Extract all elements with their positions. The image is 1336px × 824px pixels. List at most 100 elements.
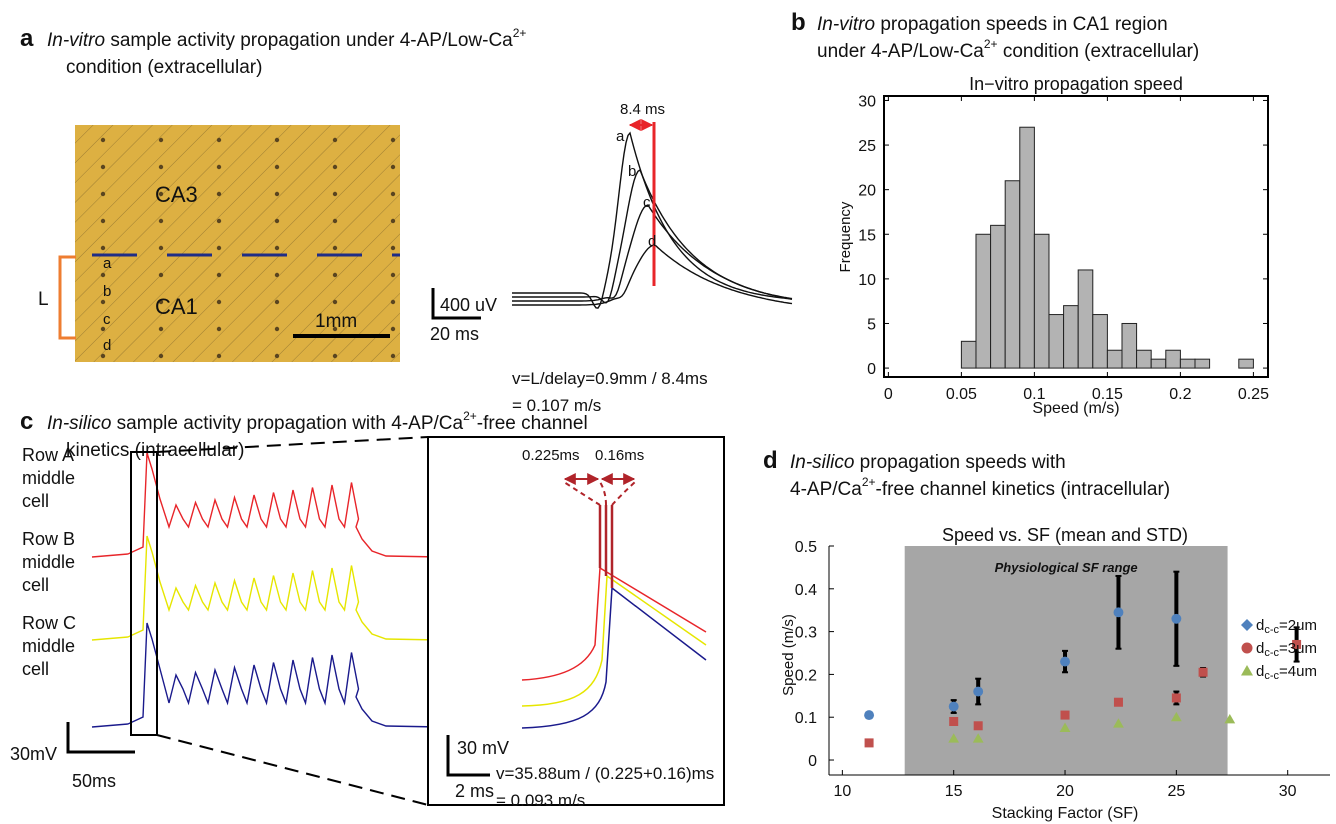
row-label: Row B <box>22 529 75 549</box>
delay-label: 0.225ms <box>522 447 580 464</box>
marker <box>1170 711 1182 722</box>
marker <box>1059 722 1071 732</box>
x-tick-label: 0 <box>884 386 893 403</box>
trace-label: b <box>628 163 636 180</box>
electrode <box>390 137 396 143</box>
electrode <box>216 299 222 305</box>
legend-entry: dc-c=3um <box>1256 640 1317 659</box>
electrode <box>274 299 280 305</box>
length-label: L <box>38 289 49 310</box>
amp-time-bar <box>431 288 481 320</box>
row-label: middle <box>22 552 75 572</box>
electrode <box>274 191 280 197</box>
panel-heading: condition (extracellular) <box>66 57 262 78</box>
row-label: Row C <box>22 613 76 633</box>
legend-entry: dc-c=4um <box>1256 663 1317 682</box>
electrode <box>332 218 338 224</box>
heading-text: -free channel <box>477 413 588 434</box>
y-tick-label: 0 <box>808 753 817 770</box>
row-label: Row A <box>22 445 74 465</box>
electrode <box>216 137 222 143</box>
electrode <box>100 191 106 197</box>
electrode <box>216 353 222 359</box>
length-bracket <box>58 255 76 340</box>
heading-text: 2+ <box>984 37 998 51</box>
formula: = 0.093 m/s <box>496 791 585 810</box>
electrode <box>216 218 222 224</box>
legend-text: =2um <box>1279 617 1317 634</box>
legend-text: c-c <box>1264 624 1279 636</box>
y-tick-label: 0.5 <box>795 539 817 556</box>
region-label: CA3 <box>155 182 198 207</box>
delay-label: 8.4 ms <box>620 101 665 118</box>
formula: = 0.107 m/s <box>512 396 601 415</box>
electrode <box>158 218 164 224</box>
histogram-bar <box>1048 314 1065 369</box>
panel-heading: kinetics (intracellular) <box>66 440 244 461</box>
marker <box>1292 639 1302 649</box>
histogram-bar <box>990 224 1006 369</box>
histogram-bar <box>1019 126 1035 369</box>
y-tick-label: 0.4 <box>795 582 817 599</box>
x-axis-label: Speed (m/s) <box>1032 400 1119 417</box>
heading-text: under 4-AP/Low-Ca <box>817 41 984 62</box>
electrode <box>332 245 338 251</box>
chart-title: Speed vs. SF (mean and STD) <box>942 525 1188 545</box>
panel-heading: 4-AP/Ca2+-free channel kinetics (intrace… <box>790 475 1170 500</box>
heading-text: condition (extracellular) <box>66 57 262 78</box>
axes-box <box>883 95 1269 378</box>
histogram-bar <box>1238 358 1254 369</box>
recording-trace <box>512 244 793 306</box>
formula: v=35.88um / (0.225+0.16)ms <box>496 764 714 783</box>
electrode <box>100 164 106 170</box>
marker <box>864 710 875 721</box>
electrode <box>216 272 222 278</box>
electrode <box>390 353 396 359</box>
panel-heading: In-vitro propagation speeds in CA1 regio… <box>817 14 1168 35</box>
inset-box <box>427 436 725 806</box>
electrode <box>390 272 396 278</box>
electrode <box>100 326 106 332</box>
marker <box>948 701 959 712</box>
electrode <box>158 299 164 305</box>
marker <box>1171 693 1181 703</box>
electrode-label: b <box>103 283 111 300</box>
histogram-bar <box>1077 269 1094 369</box>
zoom-guide <box>156 734 429 806</box>
x-tick-label: 0.2 <box>1169 386 1191 403</box>
electrode <box>158 164 164 170</box>
band-label: Physiological SF range <box>995 560 1138 575</box>
amplitude-scale: 30 mV <box>457 738 509 758</box>
electrode <box>390 164 396 170</box>
histogram-bar <box>1136 349 1152 369</box>
heading-text: propagation speeds with <box>854 452 1065 473</box>
amplitude-scale: 30mV <box>10 744 57 764</box>
heading-text: 2+ <box>513 26 527 40</box>
panel-label: a <box>20 25 34 52</box>
legend-text: c-c <box>1264 670 1279 682</box>
electrode <box>274 272 280 278</box>
legend-text: c-c <box>1264 647 1279 659</box>
electrode <box>274 245 280 251</box>
electrode <box>100 245 106 251</box>
marker <box>972 733 984 743</box>
marker <box>1198 667 1208 677</box>
electrode <box>158 191 164 197</box>
legend-text: =4um <box>1279 663 1317 680</box>
histogram-bar <box>1033 233 1050 369</box>
x-tick-label: 30 <box>1279 783 1297 800</box>
scale-label: 1mm <box>315 311 357 332</box>
delay-label: 0.16ms <box>595 447 644 464</box>
y-tick-label: 25 <box>858 138 876 155</box>
y-tick-label: 20 <box>858 183 876 200</box>
row-label: middle <box>22 636 75 656</box>
electrode <box>332 299 338 305</box>
electrode <box>158 326 164 332</box>
legend-marker <box>1241 642 1253 654</box>
marker <box>949 716 959 726</box>
x-axis-label: Stacking Factor (SF) <box>992 805 1139 822</box>
histogram-bar <box>1165 349 1181 369</box>
heading-text: In-vitro <box>817 14 875 35</box>
time-scale: 20 ms <box>430 324 479 344</box>
